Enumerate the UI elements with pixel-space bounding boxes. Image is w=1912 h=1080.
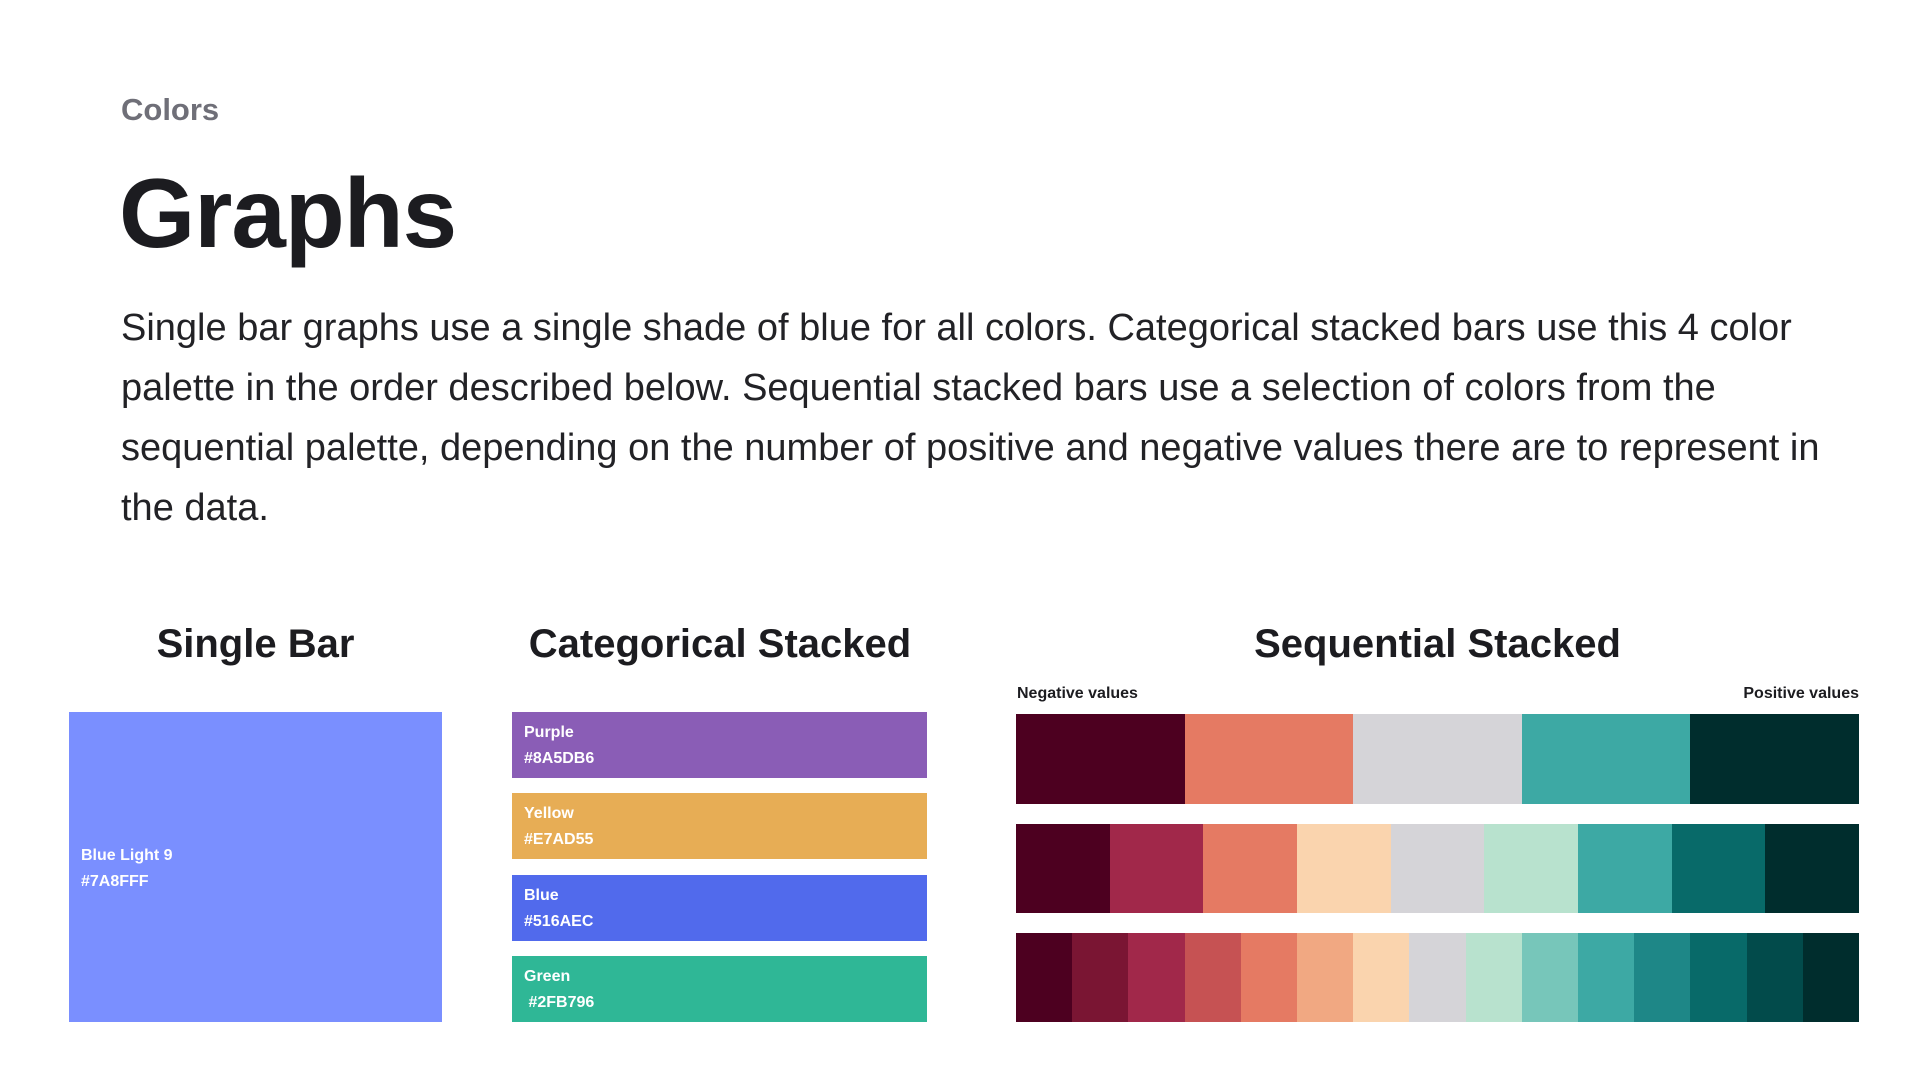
- sequential-row-9: [1016, 824, 1860, 913]
- single-bar-swatch: Blue Light 9 #7A8FFF: [69, 712, 442, 1022]
- swatch-name: Yellow: [524, 805, 574, 822]
- sequential-color-cell: [1690, 933, 1747, 1022]
- sequential-color-cell: [1521, 714, 1691, 804]
- sequential-color-cell: [1016, 933, 1073, 1022]
- sequential-row-15: [1016, 933, 1860, 1022]
- sequential-color-cell: [1390, 824, 1485, 913]
- categorical-swatch-green: Green #2FB796: [512, 956, 927, 1022]
- sequential-color-cell: [1521, 933, 1579, 1022]
- sequential-color-cell: [1671, 824, 1766, 913]
- sequential-color-cell: [1128, 933, 1185, 1022]
- sequential-color-cell: [1465, 933, 1522, 1022]
- categorical-stacked-title: Categorical Stacked: [528, 622, 912, 666]
- sequential-color-cell: [1484, 824, 1579, 913]
- sequential-color-cell: [1353, 714, 1522, 804]
- sequential-color-cell: [1802, 933, 1860, 1022]
- sequential-stacked-title: Sequential Stacked: [1254, 622, 1621, 666]
- sequential-color-cell: [1578, 824, 1672, 913]
- sequential-color-cell: [1765, 824, 1860, 913]
- sequential-color-cell: [1578, 933, 1635, 1022]
- negative-values-label: Negative values: [1017, 685, 1138, 702]
- sequential-color-cell: [1353, 933, 1410, 1022]
- eyebrow-label: Colors: [121, 92, 220, 127]
- sequential-color-cell: [1203, 824, 1298, 913]
- swatch-hex: #E7AD55: [524, 831, 594, 848]
- swatch-name: Blue: [524, 887, 559, 904]
- sequential-row-5: [1016, 714, 1859, 804]
- sequential-color-cell: [1016, 824, 1110, 913]
- swatch-hex: #8A5DB6: [524, 750, 595, 767]
- sequential-color-cell: [1297, 933, 1354, 1022]
- swatch-hex: #516AEC: [524, 913, 594, 930]
- intro-paragraph: Single bar graphs use a single shade of …: [121, 307, 1820, 529]
- single-bar-title: Single Bar: [156, 622, 355, 666]
- categorical-swatch-blue: Blue #516AEC: [512, 875, 927, 941]
- sequential-color-cell: [1072, 933, 1129, 1022]
- sequential-color-cell: [1409, 933, 1466, 1022]
- sequential-color-cell: [1297, 824, 1391, 913]
- sequential-color-cell: [1184, 933, 1241, 1022]
- sequential-color-cell: [1240, 933, 1298, 1022]
- sequential-color-cell: [1690, 714, 1859, 804]
- categorical-swatch-yellow: Yellow #E7AD55: [512, 793, 927, 859]
- sequential-color-cell: [1634, 933, 1691, 1022]
- sequential-color-cell: [1109, 824, 1204, 913]
- swatch-name: Green: [524, 968, 571, 985]
- swatch-name: Blue Light 9: [81, 847, 173, 864]
- swatch-hex: #2FB796: [524, 994, 595, 1011]
- positive-values-label: Positive values: [1743, 685, 1859, 702]
- sequential-color-cell: [1184, 714, 1354, 804]
- categorical-swatch-purple: Purple #8A5DB6: [512, 712, 927, 778]
- swatch-name: Purple: [524, 724, 574, 741]
- sequential-color-cell: [1746, 933, 1803, 1022]
- sequential-color-cell: [1016, 714, 1185, 804]
- swatch-hex: #7A8FFF: [81, 873, 149, 890]
- page-title: Graphs: [119, 158, 457, 268]
